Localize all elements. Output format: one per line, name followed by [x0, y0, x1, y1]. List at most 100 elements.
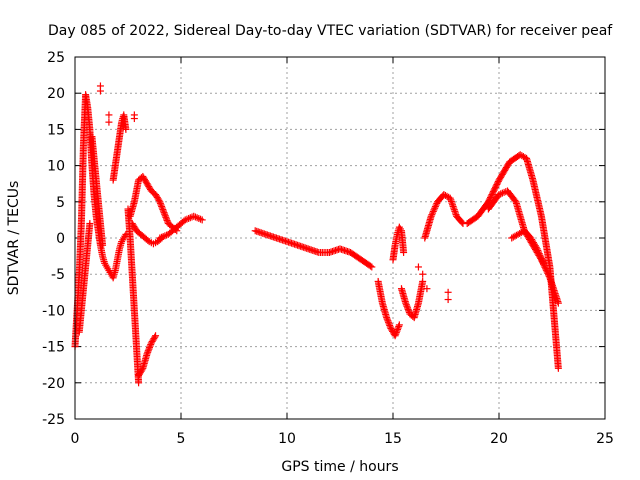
data-point: [427, 212, 435, 220]
data-point: [384, 317, 392, 325]
data-point: [540, 259, 548, 267]
data-point: [159, 233, 167, 241]
data-point: [186, 214, 194, 222]
data-point: [197, 215, 205, 223]
data-point: [105, 118, 113, 126]
data-point: [535, 250, 543, 258]
data-point: [542, 265, 550, 273]
data-point: [190, 212, 198, 220]
data-point: [130, 115, 138, 123]
data-point: [536, 251, 544, 259]
data-point: [147, 341, 155, 349]
data-point: [533, 245, 541, 253]
data-point: [195, 214, 203, 222]
data-point: [105, 111, 113, 119]
data-point: [135, 379, 143, 387]
y-tick-label: -5: [51, 267, 65, 283]
data-point: [156, 199, 164, 207]
data-point: [99, 241, 107, 249]
data-point: [383, 315, 391, 323]
x-tick-label: 10: [278, 431, 296, 447]
data-point: [431, 203, 439, 211]
data-point: [443, 192, 451, 200]
data-point: [532, 243, 540, 251]
data-point: [122, 125, 130, 133]
data-point: [534, 246, 542, 254]
y-tick-label: 20: [47, 86, 65, 102]
data-point: [395, 321, 403, 329]
data-point: [386, 323, 394, 331]
x-tick-label: 25: [596, 431, 614, 447]
data-point: [458, 218, 466, 226]
data-point: [544, 271, 552, 279]
data-point: [554, 299, 562, 307]
y-tick-label: 5: [56, 195, 65, 211]
data-point: [537, 255, 545, 263]
data-point: [544, 269, 552, 277]
data-point: [404, 305, 412, 313]
data-point: [431, 204, 439, 212]
grid-lines: [75, 57, 605, 419]
data-point: [541, 263, 549, 271]
data-point: [138, 366, 146, 374]
data-point: [444, 288, 452, 296]
data-point: [144, 236, 152, 244]
data-point: [181, 216, 189, 224]
data-point: [145, 345, 153, 353]
data-point: [391, 332, 399, 340]
data-point: [428, 211, 436, 219]
data-point: [146, 344, 154, 352]
x-axis-label: GPS time / hours: [281, 459, 398, 475]
data-point: [86, 220, 94, 228]
data-point: [394, 326, 402, 334]
data-point: [144, 348, 152, 356]
data-point: [156, 198, 164, 206]
data-point: [157, 201, 165, 209]
data-point: [193, 214, 201, 222]
x-tick-label: 15: [384, 431, 402, 447]
data-point: [543, 268, 551, 276]
y-tick-label: 15: [47, 122, 65, 138]
y-tick-label: -25: [42, 412, 65, 428]
data-point: [404, 304, 412, 312]
data-point: [158, 202, 166, 210]
data-point: [161, 212, 169, 220]
data-point: [519, 153, 527, 161]
data-point: [185, 214, 193, 222]
data-point: [402, 299, 410, 307]
data-point: [393, 327, 401, 335]
axis-ticks: 0 5 10 15 20 25 25 20 15 10 5 0 -5 -10 -15 -20 -25: [42, 50, 614, 447]
data-point: [429, 207, 437, 215]
data-point: [383, 314, 391, 322]
data-point: [395, 322, 403, 330]
data-point: [96, 87, 104, 95]
data-point: [157, 233, 165, 241]
data-point: [511, 196, 519, 204]
data-point: [405, 307, 413, 315]
data-point: [158, 204, 166, 212]
data-point: [386, 321, 394, 329]
chart-title: Day 085 of 2022, Sidereal Day-to-day VTE…: [48, 23, 613, 39]
data-point: [545, 272, 553, 280]
data-point: [419, 277, 427, 285]
data-point: [414, 263, 422, 271]
data-point: [144, 347, 152, 355]
data-point: [430, 206, 438, 214]
x-tick-label: 0: [71, 431, 80, 447]
data-point: [368, 263, 376, 271]
data-point: [143, 350, 151, 358]
y-tick-label: -20: [42, 376, 65, 392]
data-point: [366, 262, 374, 270]
data-point: [155, 196, 163, 204]
y-axis-label: SDTVAR / TECUs: [6, 181, 22, 296]
data-point: [537, 253, 545, 261]
data-point: [146, 342, 154, 350]
x-tick-label: 20: [490, 431, 508, 447]
data-point: [162, 213, 170, 221]
data-point: [538, 256, 546, 264]
y-tick-label: 0: [56, 231, 65, 247]
y-tick-label: 10: [47, 159, 65, 175]
data-point: [539, 258, 547, 266]
data-point: [444, 296, 452, 304]
